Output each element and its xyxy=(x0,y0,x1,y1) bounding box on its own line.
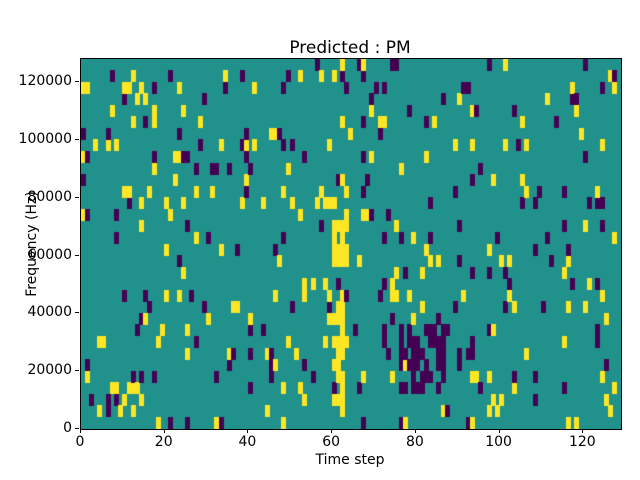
y-tick-label: 40000 xyxy=(27,304,72,321)
y-tick-mark xyxy=(75,138,79,140)
y-tick-label: 20000 xyxy=(27,362,72,379)
y-tick-label: 60000 xyxy=(27,246,72,263)
x-tick-mark xyxy=(163,429,165,433)
x-tick-mark xyxy=(414,429,416,433)
y-tick-mark xyxy=(75,370,79,372)
x-tick-label: 100 xyxy=(485,434,512,450)
y-tick-mark xyxy=(75,428,79,429)
y-tick-mark xyxy=(75,254,79,256)
x-tick-mark xyxy=(582,429,584,433)
y-tick-label: 100000 xyxy=(18,130,72,147)
x-tick-label: 0 xyxy=(75,434,85,450)
x-tick-label: 120 xyxy=(568,434,596,450)
y-tick-mark xyxy=(75,312,79,314)
x-tick-label: 20 xyxy=(154,434,173,450)
y-tick-mark xyxy=(75,81,79,83)
y-tick-label: 0 xyxy=(63,420,72,436)
x-tick-mark xyxy=(80,429,81,433)
x-tick-label: 80 xyxy=(405,434,424,450)
heatmap-canvas xyxy=(81,59,621,429)
x-tick-label: 60 xyxy=(322,434,341,450)
chart-title: Predicted : PM xyxy=(289,38,411,58)
x-tick-mark xyxy=(247,429,249,433)
y-tick-label: 80000 xyxy=(27,188,72,205)
x-tick-mark xyxy=(331,429,333,433)
x-axis-label: Time step xyxy=(315,452,385,468)
plot-area xyxy=(80,58,622,430)
x-tick-mark xyxy=(498,429,500,433)
x-tick-label: 40 xyxy=(238,434,257,450)
y-tick-label: 120000 xyxy=(18,73,72,90)
y-tick-mark xyxy=(75,196,79,198)
